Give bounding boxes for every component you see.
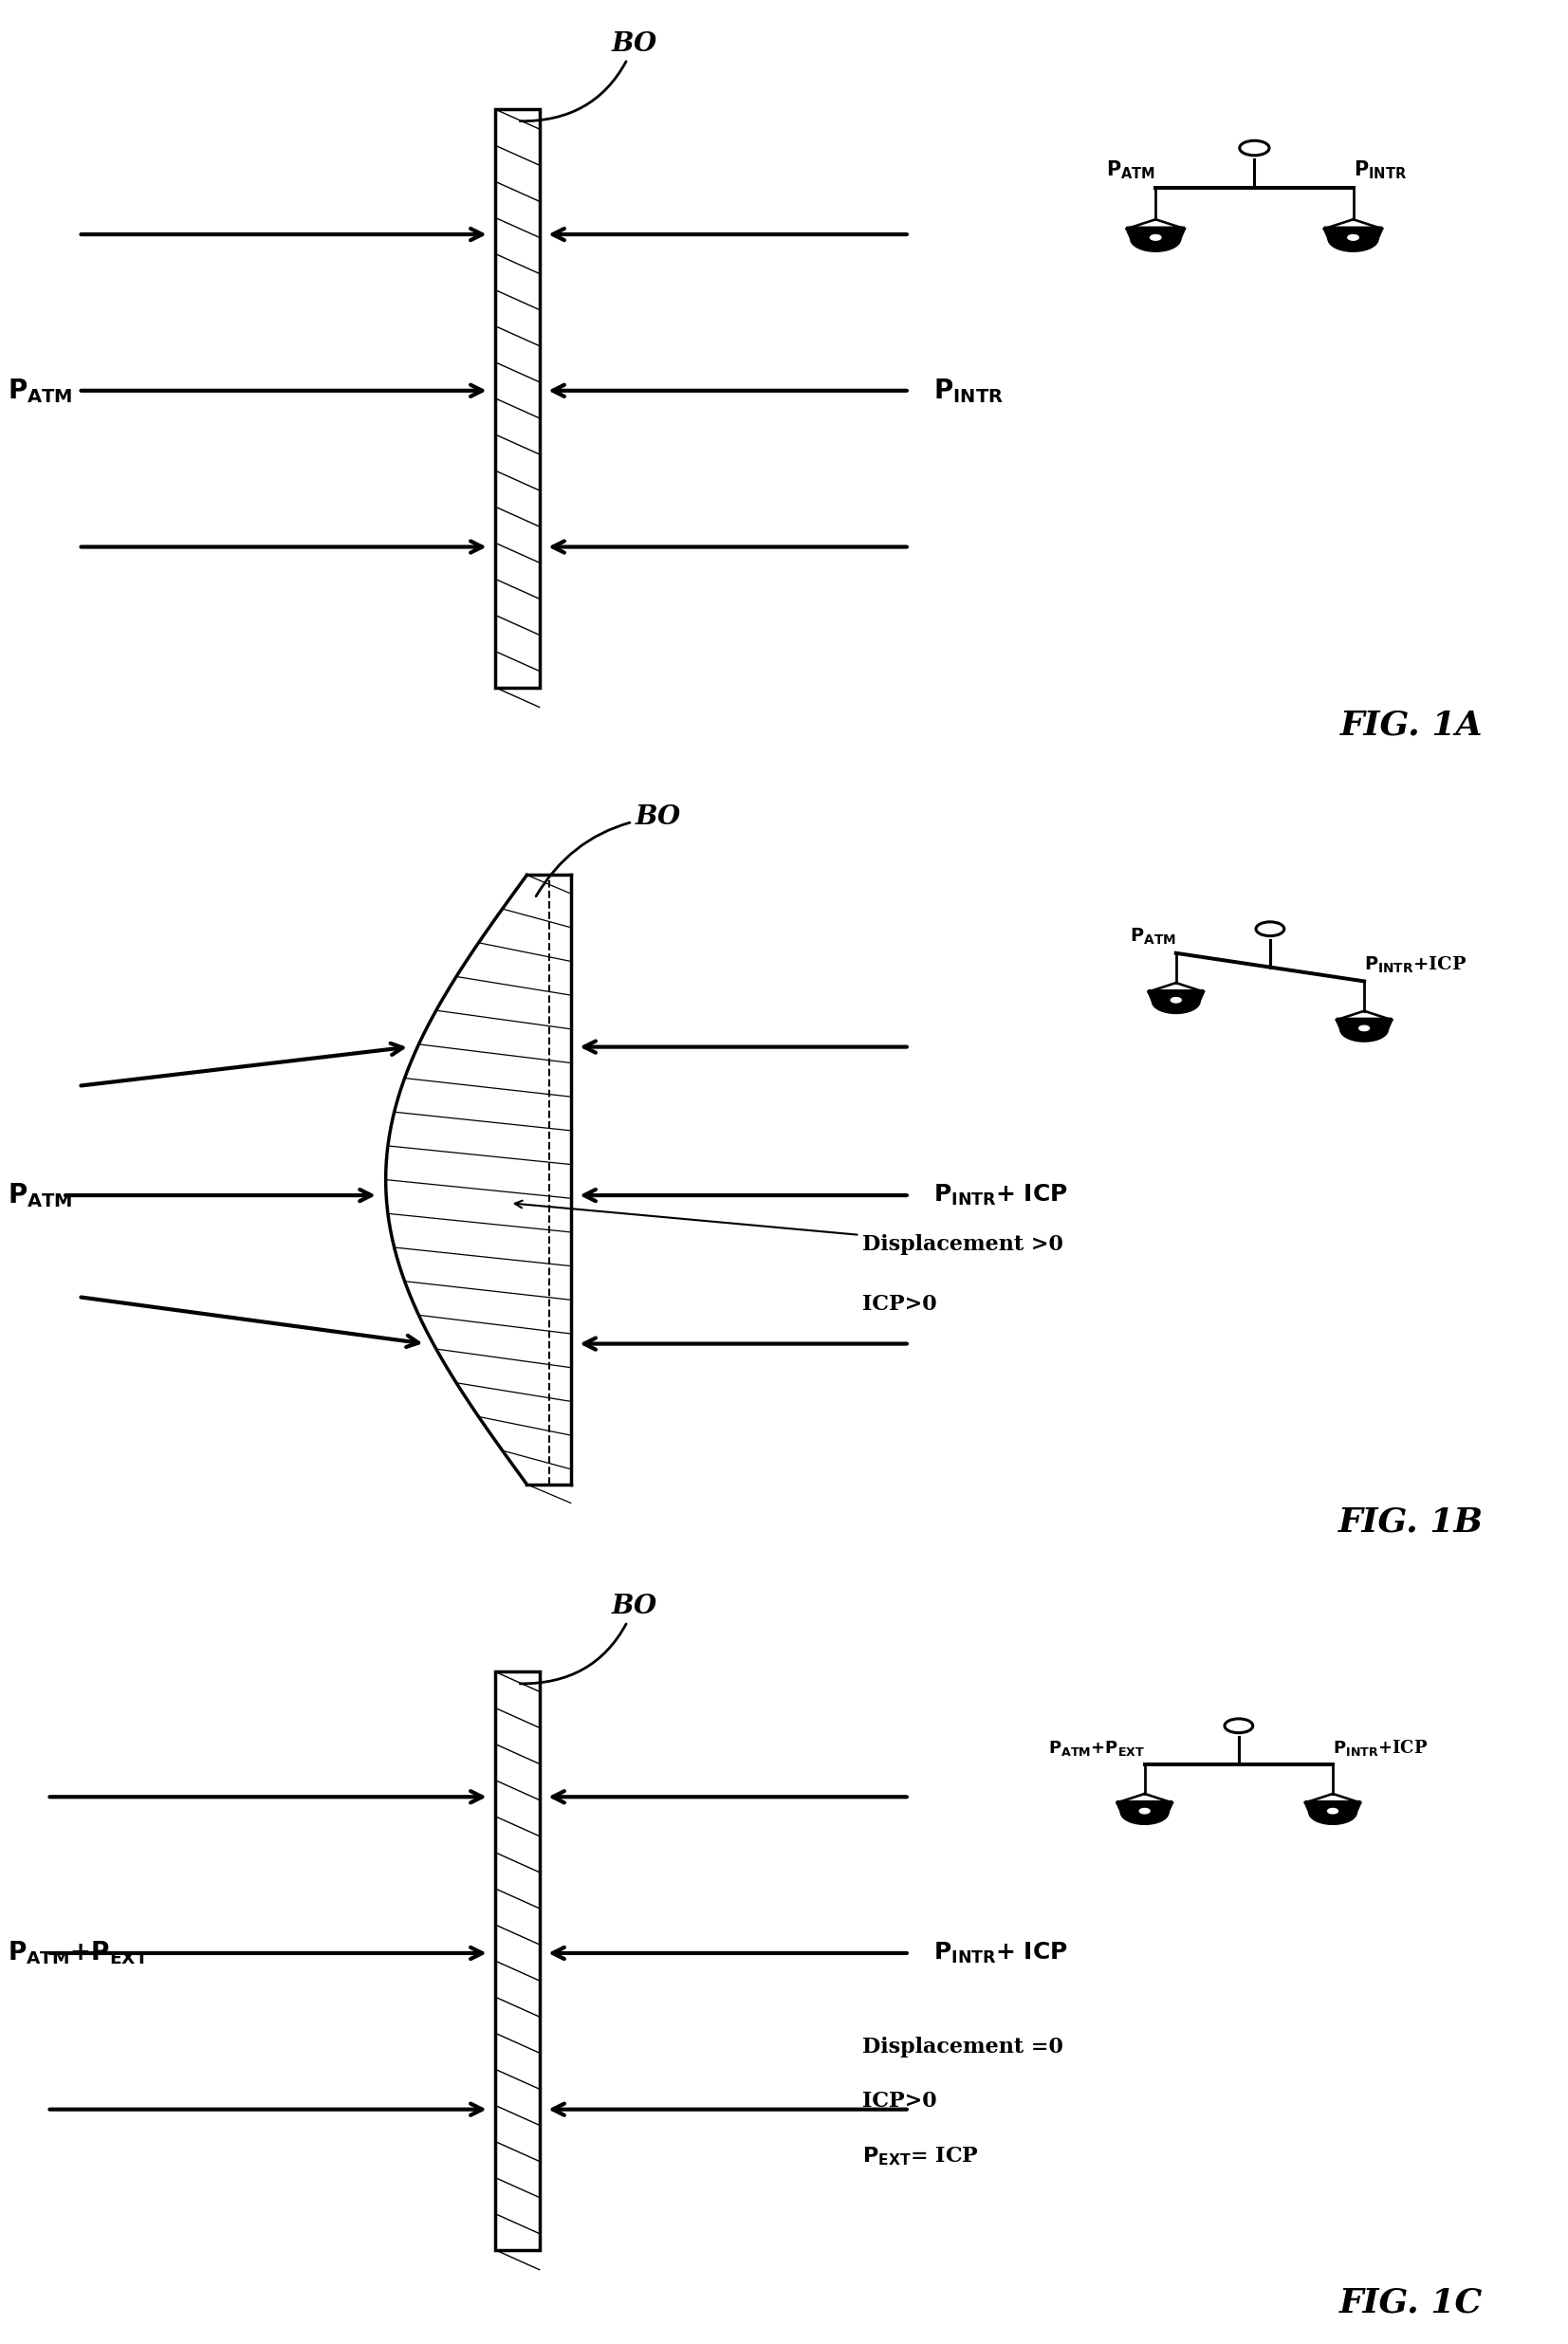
Circle shape bbox=[1140, 1810, 1149, 1814]
Circle shape bbox=[1328, 1810, 1338, 1814]
Text: ICP>0: ICP>0 bbox=[862, 2091, 938, 2112]
Bar bbox=[495, 110, 539, 687]
Text: $\mathbf{P}_{\mathbf{EXT}}$= ICP: $\mathbf{P}_{\mathbf{EXT}}$= ICP bbox=[862, 2145, 978, 2168]
Text: $\mathbf{P}_{\mathbf{INTR}}$$\mathbf{+\ ICP}$: $\mathbf{P}_{\mathbf{INTR}}$$\mathbf{+\ … bbox=[933, 1184, 1068, 1207]
Text: BO: BO bbox=[521, 1594, 657, 1683]
Text: ICP>0: ICP>0 bbox=[862, 1294, 938, 1315]
Text: $\mathbf{P}_{\mathbf{INTR}}$$\mathbf{+\ ICP}$: $\mathbf{P}_{\mathbf{INTR}}$$\mathbf{+\ … bbox=[933, 1941, 1068, 1967]
Polygon shape bbox=[1305, 1800, 1361, 1824]
Text: $\mathbf{P}_{\mathbf{ATM}}$$\mathbf{+P}_{\mathbf{EXT}}$: $\mathbf{P}_{\mathbf{ATM}}$$\mathbf{+P}_… bbox=[1047, 1739, 1145, 1758]
Text: $\mathbf{P}_{\mathbf{ATM}}$: $\mathbf{P}_{\mathbf{ATM}}$ bbox=[8, 1181, 72, 1210]
Circle shape bbox=[1359, 1027, 1369, 1031]
Polygon shape bbox=[1325, 227, 1381, 251]
Bar bbox=[495, 1671, 539, 2250]
Polygon shape bbox=[1148, 989, 1204, 1013]
Circle shape bbox=[1348, 234, 1358, 239]
Text: $\mathbf{P}_{\mathbf{ATM}}$: $\mathbf{P}_{\mathbf{ATM}}$ bbox=[8, 377, 72, 406]
Polygon shape bbox=[1127, 227, 1184, 251]
Text: $\mathbf{P}_{\mathbf{ATM}}$: $\mathbf{P}_{\mathbf{ATM}}$ bbox=[1131, 926, 1176, 947]
Circle shape bbox=[1151, 234, 1160, 239]
Text: $\mathbf{P}_{\mathbf{INTR}}$+ICP: $\mathbf{P}_{\mathbf{INTR}}$+ICP bbox=[1333, 1737, 1428, 1758]
Text: FIG. 1A: FIG. 1A bbox=[1339, 708, 1483, 741]
Text: Displacement =0: Displacement =0 bbox=[862, 2037, 1063, 2058]
Text: $\mathbf{P}_{\mathbf{INTR}}$+ICP: $\mathbf{P}_{\mathbf{INTR}}$+ICP bbox=[1364, 954, 1468, 975]
Text: $\mathbf{P}_{\mathbf{ATM}}$: $\mathbf{P}_{\mathbf{ATM}}$ bbox=[1107, 159, 1156, 180]
Text: $\mathbf{P}_{\mathbf{INTR}}$: $\mathbf{P}_{\mathbf{INTR}}$ bbox=[933, 377, 1004, 406]
Text: BO: BO bbox=[536, 804, 681, 895]
Polygon shape bbox=[1116, 1800, 1173, 1824]
Text: Displacement >0: Displacement >0 bbox=[514, 1200, 1063, 1254]
Text: $\mathbf{P}_{\mathbf{INTR}}$: $\mathbf{P}_{\mathbf{INTR}}$ bbox=[1353, 159, 1406, 180]
Text: BO: BO bbox=[521, 30, 657, 122]
Text: FIG. 1C: FIG. 1C bbox=[1339, 2288, 1483, 2318]
Polygon shape bbox=[1336, 1017, 1392, 1041]
Circle shape bbox=[1171, 999, 1181, 1003]
Text: $\mathbf{P}_{\mathbf{ATM}}$$\mathbf{+P}_{\mathbf{EXT}}$: $\mathbf{P}_{\mathbf{ATM}}$$\mathbf{+P}_… bbox=[8, 1938, 149, 1967]
Text: FIG. 1B: FIG. 1B bbox=[1339, 1505, 1483, 1538]
